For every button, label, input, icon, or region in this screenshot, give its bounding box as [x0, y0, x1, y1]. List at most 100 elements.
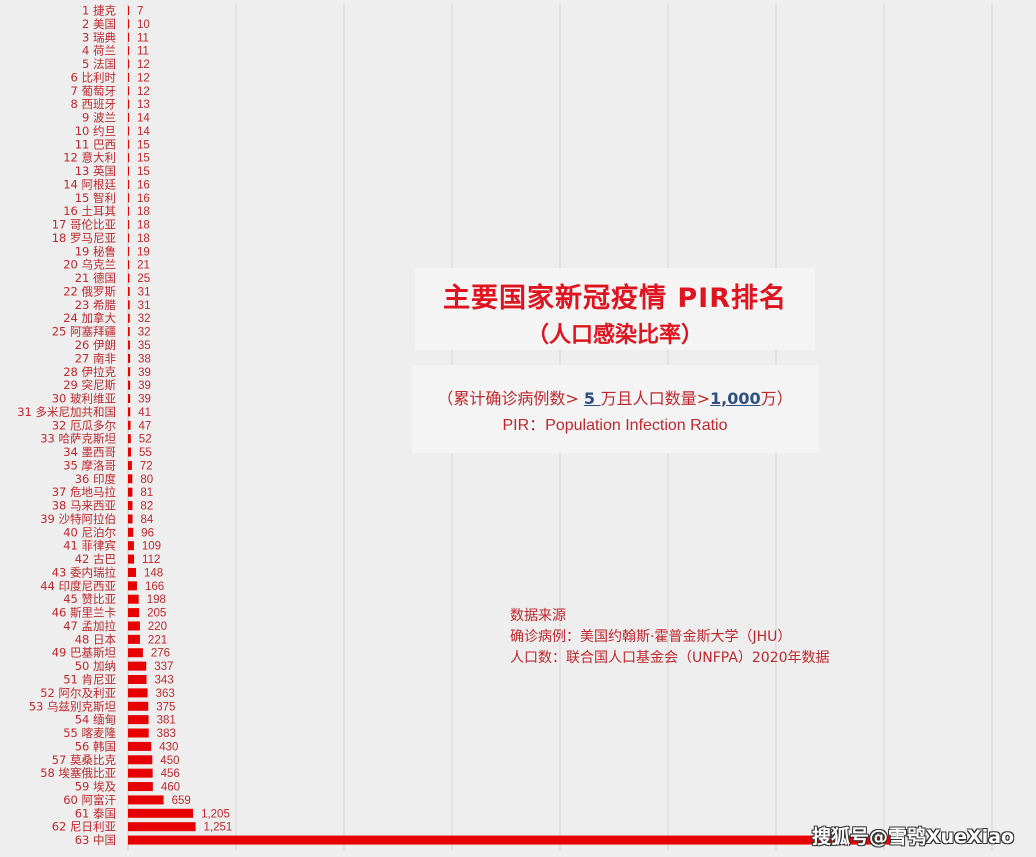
bar [128, 193, 129, 203]
watermark: 搜狐号@雪鸮XueXiao [812, 826, 1015, 848]
title-box: 主要国家新冠疫情 PIR排名 （人口感染比率） [415, 268, 815, 350]
value-label: 16 [137, 193, 150, 205]
category-label: 60 阿富汗 [63, 793, 116, 807]
bar [128, 46, 129, 56]
category-label: 42 古巴 [75, 552, 116, 566]
value-label: 81 [140, 487, 153, 499]
bar [128, 447, 131, 457]
category-label: 55 喀麦隆 [63, 726, 116, 740]
value-label: 39 [138, 380, 151, 392]
bar [128, 715, 149, 725]
bar [128, 139, 129, 149]
bar [128, 434, 131, 444]
bar [128, 113, 129, 123]
value-label: 166 [145, 581, 164, 593]
value-label: 381 [157, 715, 176, 727]
category-label: 34 墨西哥 [63, 445, 116, 459]
category-label: 57 莫桑比克 [52, 753, 117, 767]
category-label: 27 南非 [75, 351, 117, 365]
value-label: 18 [137, 220, 150, 232]
criteria-suffix: 万） [760, 389, 793, 408]
criteria-middle: 万且人口数量> [600, 389, 710, 408]
bar [128, 313, 130, 323]
category-label: 43 委内瑞拉 [52, 565, 117, 579]
category-label: 15 智利 [75, 191, 116, 205]
bar [128, 353, 131, 363]
bar [128, 99, 129, 109]
category-label: 41 菲律宾 [63, 539, 116, 553]
bar [128, 487, 133, 497]
bar [128, 795, 164, 805]
bar [128, 688, 148, 698]
value-label: 363 [156, 688, 175, 700]
category-label: 54 缅甸 [75, 713, 116, 727]
bar [128, 581, 137, 591]
bar [128, 474, 133, 484]
bar [128, 380, 131, 390]
value-label: 82 [140, 501, 153, 513]
bar [128, 675, 147, 684]
bar [128, 59, 129, 69]
category-label: 30 玻利维亚 [52, 392, 116, 406]
value-label: 47 [139, 420, 152, 432]
bar [128, 394, 131, 404]
value-label: 456 [161, 768, 180, 780]
category-label: 44 印度尼西亚 [40, 579, 116, 593]
value-label: 337 [154, 661, 173, 673]
value-label: 16 [137, 179, 150, 191]
category-label: 63 中国 [75, 833, 116, 847]
value-label: 659 [172, 795, 191, 807]
value-label: 21 [137, 260, 150, 272]
source-cases: 确诊病例：美国约翰斯·霍普金斯大学（JHU） [510, 629, 792, 645]
value-label: 11 [137, 32, 149, 44]
category-label: 52 阿尔及利亚 [40, 686, 116, 700]
bar [128, 206, 129, 216]
value-label: 109 [142, 541, 161, 553]
category-label: 45 赞比亚 [63, 592, 116, 606]
bar [128, 782, 153, 792]
category-label: 61 泰国 [75, 806, 116, 820]
category-label: 9 波兰 [82, 111, 116, 125]
bar [128, 661, 147, 671]
value-label: 35 [138, 340, 151, 352]
category-label: 25 阿塞拜疆 [52, 325, 117, 339]
value-label: 11 [137, 46, 149, 58]
bar [128, 768, 153, 778]
value-label: 18 [137, 206, 150, 218]
category-label: 39 沙特阿拉伯 [40, 512, 116, 526]
category-label: 5 法国 [82, 57, 116, 71]
bar [128, 273, 130, 283]
value-label: 19 [137, 246, 150, 258]
bar [128, 72, 129, 82]
chart-title: 主要国家新冠疫情 PIR排名 [442, 283, 788, 314]
bar [128, 32, 129, 42]
value-label: 55 [139, 447, 152, 459]
bar [128, 648, 143, 658]
category-label: 23 希腊 [75, 298, 117, 312]
value-label: 18 [137, 233, 150, 245]
bar [128, 6, 129, 15]
value-label: 430 [159, 741, 178, 753]
value-label: 52 [139, 434, 152, 446]
value-label: 1,205 [201, 808, 230, 820]
category-label: 46 斯里兰卡 [52, 606, 116, 620]
bar [128, 153, 129, 163]
category-label: 38 马来西亚 [52, 499, 116, 513]
value-label: 460 [161, 782, 180, 794]
value-label: 15 [137, 166, 150, 178]
value-label: 7 [137, 6, 143, 18]
bar [128, 701, 149, 711]
value-label: 383 [157, 728, 176, 740]
value-label: 276 [151, 648, 170, 660]
criteria-cases: 5 [583, 389, 601, 408]
value-label: 32 [138, 313, 151, 325]
category-label: 1 捷克 [82, 4, 116, 18]
bar [128, 460, 132, 470]
bar [128, 808, 194, 818]
category-label: 32 厄瓜多尔 [52, 418, 116, 432]
value-label: 10 [137, 19, 150, 31]
category-label: 10 约旦 [75, 124, 116, 138]
value-label: 12 [137, 59, 150, 71]
category-label: 36 印度 [75, 472, 117, 486]
